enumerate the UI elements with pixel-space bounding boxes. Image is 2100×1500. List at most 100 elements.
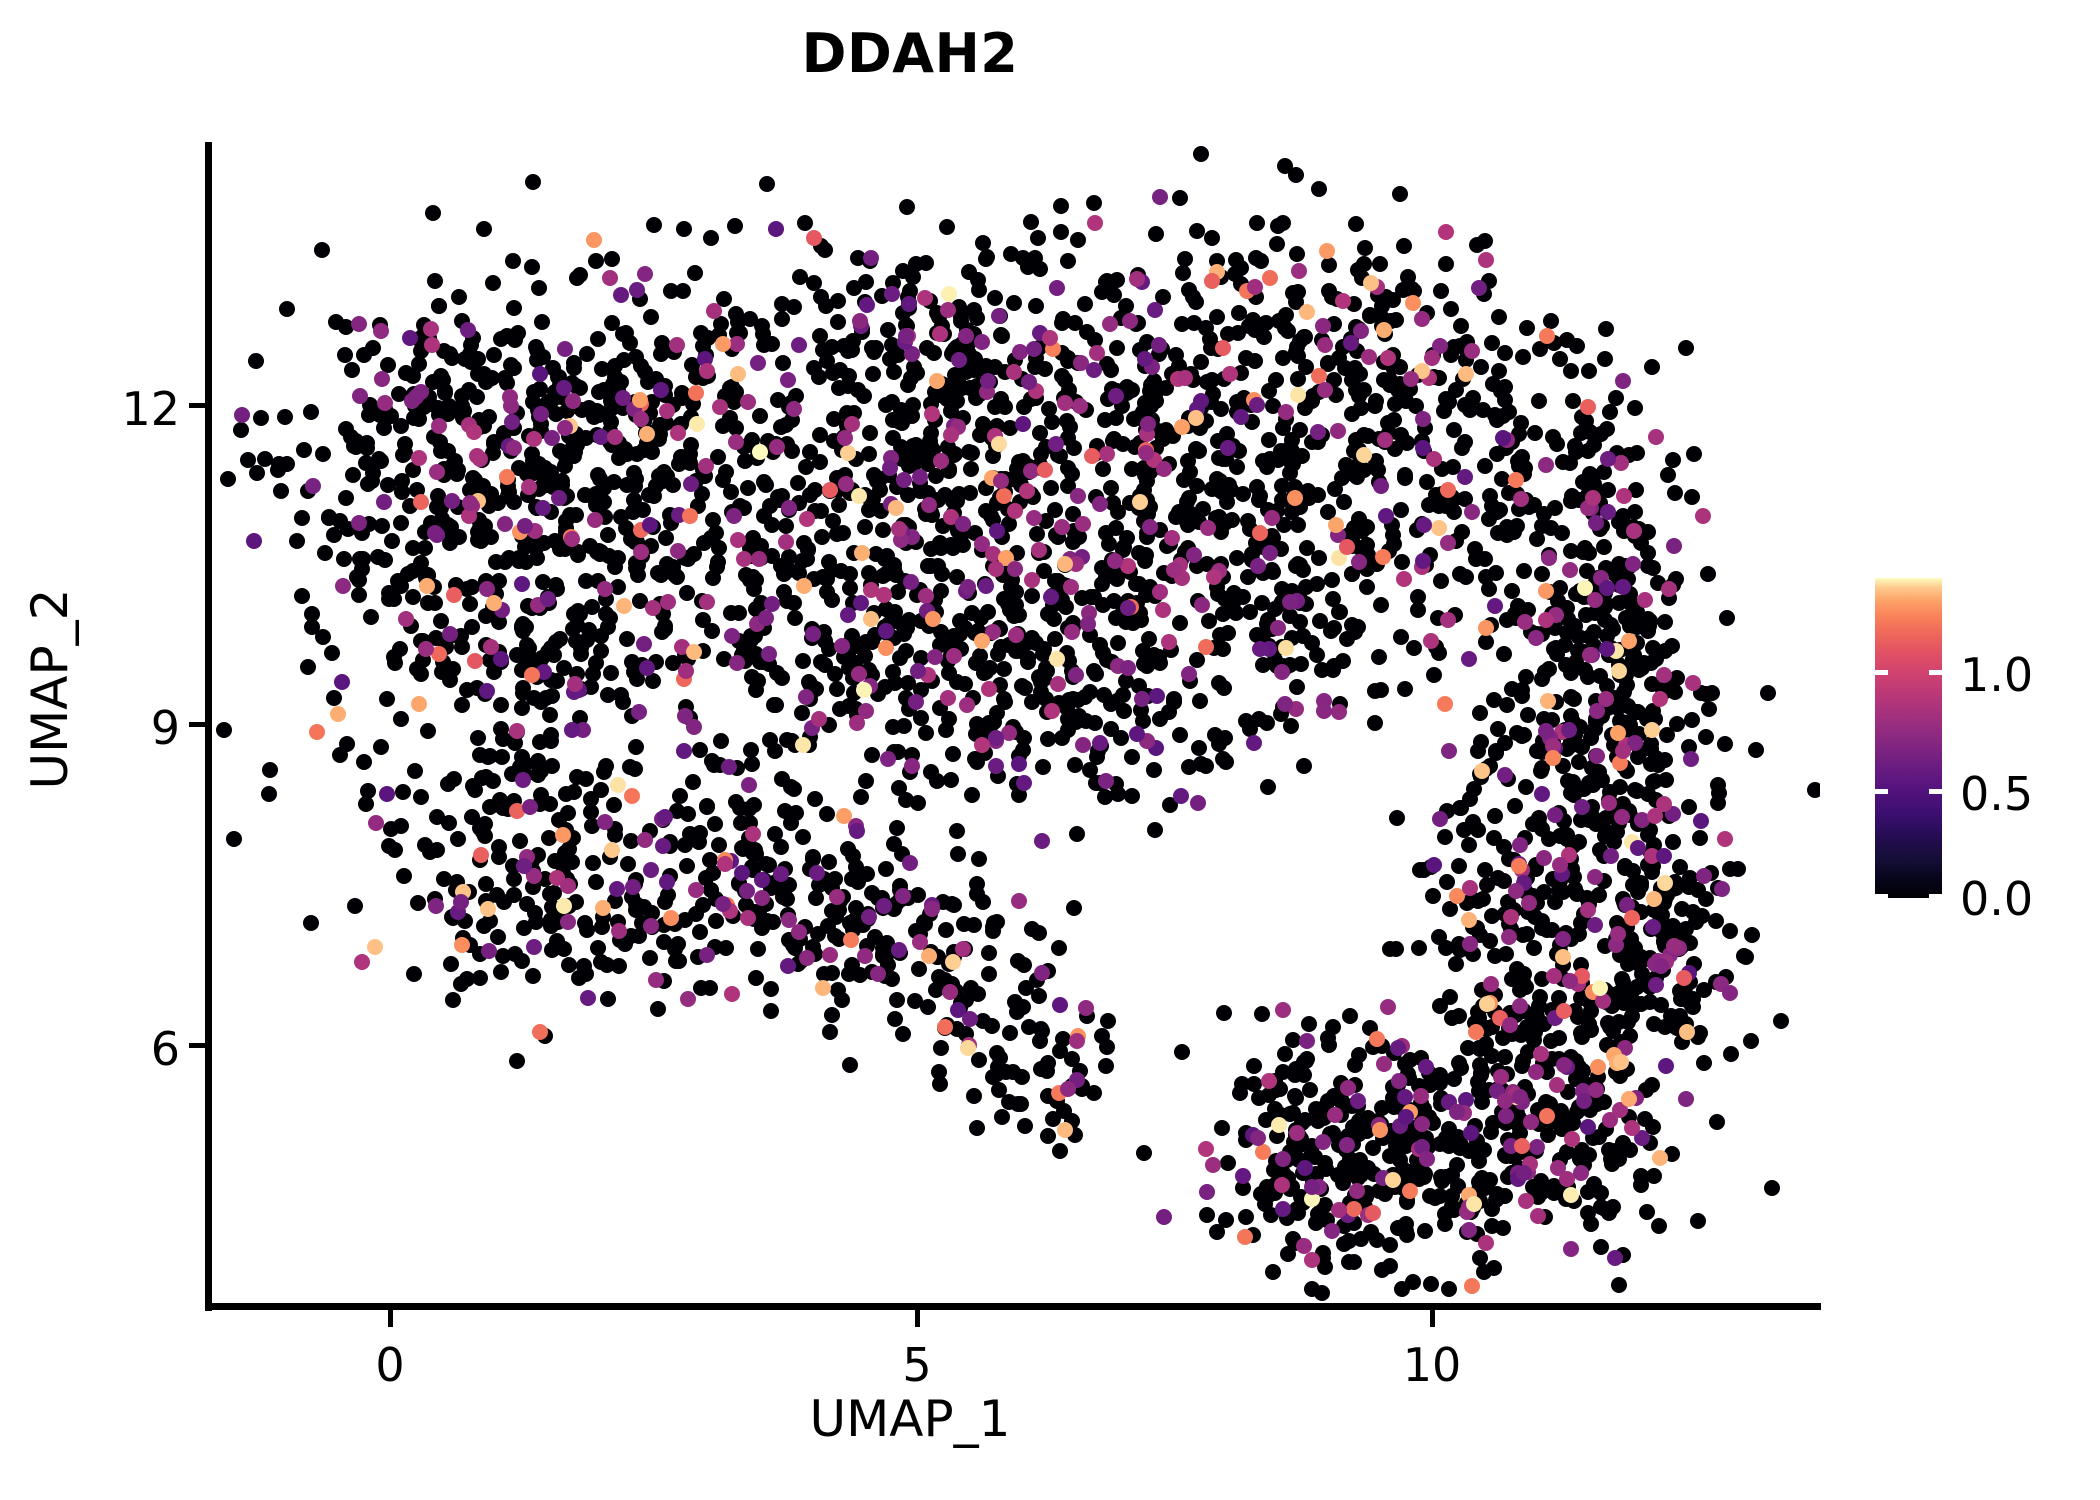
scatter-point bbox=[1384, 1171, 1401, 1188]
scatter-point bbox=[1026, 250, 1043, 267]
scatter-point bbox=[616, 598, 633, 615]
scatter-point bbox=[556, 940, 573, 957]
scatter-point bbox=[458, 970, 475, 987]
scatter-point bbox=[899, 199, 916, 216]
scatter-point bbox=[613, 286, 630, 303]
scatter-point bbox=[587, 511, 604, 528]
scatter-point bbox=[848, 714, 865, 731]
scatter-point bbox=[499, 468, 516, 485]
scatter-point bbox=[747, 969, 764, 986]
scatter-point bbox=[461, 494, 478, 511]
scatter-point bbox=[568, 507, 585, 524]
scatter-point bbox=[829, 888, 846, 905]
scatter-point bbox=[1156, 1208, 1173, 1225]
scatter-point bbox=[773, 311, 790, 328]
scatter-point bbox=[627, 739, 644, 756]
scatter-point bbox=[1286, 489, 1303, 506]
scatter-point bbox=[1561, 561, 1578, 578]
scatter-point bbox=[1036, 461, 1053, 478]
scatter-point bbox=[1310, 180, 1327, 197]
scatter-point bbox=[1197, 320, 1214, 337]
scatter-point bbox=[1461, 791, 1478, 808]
scatter-point bbox=[524, 667, 541, 684]
scatter-point bbox=[1164, 530, 1181, 547]
scatter-point bbox=[625, 503, 642, 520]
scatter-point bbox=[490, 613, 507, 630]
scatter-point bbox=[1453, 523, 1470, 540]
scatter-point bbox=[1532, 1045, 1549, 1062]
scatter-point bbox=[1463, 343, 1480, 360]
scatter-point bbox=[1565, 773, 1582, 790]
scatter-point bbox=[1102, 361, 1119, 378]
scatter-point bbox=[757, 610, 774, 627]
scatter-point bbox=[1453, 317, 1470, 334]
scatter-point bbox=[654, 624, 671, 641]
scatter-point bbox=[1422, 633, 1439, 650]
scatter-point bbox=[1139, 415, 1156, 432]
scatter-point bbox=[1228, 549, 1245, 566]
scatter-point bbox=[1344, 406, 1361, 423]
scatter-point bbox=[535, 499, 552, 516]
scatter-point bbox=[353, 954, 370, 971]
scatter-point bbox=[961, 380, 978, 397]
scatter-point bbox=[1233, 260, 1250, 277]
scatter-point bbox=[1443, 301, 1460, 318]
scatter-point bbox=[625, 492, 642, 509]
scatter-point bbox=[1717, 830, 1734, 847]
scatter-point bbox=[763, 981, 780, 998]
scatter-point bbox=[680, 991, 697, 1008]
scatter-point bbox=[1080, 615, 1097, 632]
scatter-point bbox=[1350, 554, 1367, 571]
scatter-point bbox=[530, 279, 547, 296]
scatter-point bbox=[1395, 570, 1412, 587]
scatter-point bbox=[1615, 487, 1632, 504]
scatter-point bbox=[1487, 807, 1504, 824]
scatter-point bbox=[1147, 302, 1164, 319]
scatter-point bbox=[1402, 1051, 1419, 1068]
scatter-point bbox=[987, 758, 1004, 775]
scatter-point bbox=[1138, 472, 1155, 489]
scatter-point bbox=[239, 452, 256, 469]
scatter-point bbox=[776, 565, 793, 582]
scatter-point bbox=[990, 307, 1007, 324]
scatter-point bbox=[1575, 543, 1592, 560]
scatter-point bbox=[1327, 517, 1344, 534]
scatter-point bbox=[338, 490, 355, 507]
scatter-point bbox=[960, 578, 977, 595]
scatter-point bbox=[814, 529, 831, 546]
scatter-point bbox=[652, 567, 669, 584]
scatter-point bbox=[529, 752, 546, 769]
scatter-point bbox=[917, 587, 934, 604]
scatter-point bbox=[588, 402, 605, 419]
scatter-point bbox=[889, 992, 906, 1009]
scatter-point bbox=[517, 518, 534, 535]
scatter-point bbox=[642, 949, 659, 966]
scatter-point bbox=[1504, 582, 1521, 599]
scatter-point bbox=[1070, 231, 1087, 248]
scatter-point bbox=[424, 204, 441, 221]
scatter-point bbox=[472, 746, 489, 763]
scatter-point bbox=[1490, 308, 1507, 325]
scatter-point bbox=[1561, 721, 1578, 738]
scatter-point bbox=[1023, 213, 1040, 230]
scatter-point bbox=[326, 690, 343, 707]
scatter-point bbox=[1232, 1085, 1249, 1101]
scatter-point bbox=[1438, 224, 1455, 241]
scatter-point bbox=[1591, 980, 1608, 997]
scatter-point bbox=[1508, 472, 1525, 489]
colorbar-tick-1.0-left bbox=[1875, 670, 1888, 675]
scatter-point bbox=[410, 355, 427, 372]
scatter-point bbox=[1316, 337, 1333, 354]
scatter-point bbox=[1693, 812, 1710, 829]
scatter-point bbox=[939, 690, 956, 707]
scatter-point bbox=[922, 557, 939, 574]
scatter-point bbox=[1528, 630, 1545, 647]
scatter-point bbox=[1536, 883, 1553, 900]
scatter-point bbox=[755, 336, 772, 353]
scatter-point bbox=[711, 399, 728, 416]
scatter-point bbox=[945, 492, 962, 509]
scatter-point bbox=[430, 646, 447, 663]
scatter-point bbox=[1473, 762, 1490, 779]
scatter-point bbox=[531, 1023, 548, 1040]
scatter-point bbox=[1049, 650, 1066, 667]
